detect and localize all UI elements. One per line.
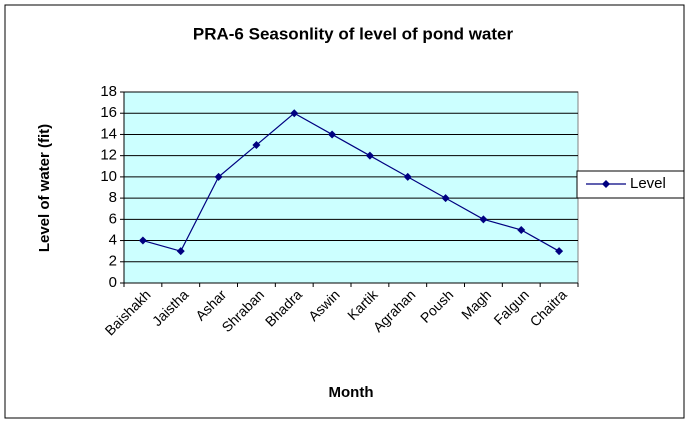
y-tick-label: 0 <box>109 274 117 291</box>
y-tick-label: 18 <box>100 83 117 100</box>
legend-label: Level <box>630 175 666 192</box>
point-marker <box>365 151 374 160</box>
point-marker <box>403 172 412 181</box>
legend-marker <box>602 180 610 188</box>
y-tick-label: 8 <box>109 189 117 206</box>
x-axis-label: Month <box>329 384 374 401</box>
point-marker <box>441 194 450 203</box>
point-marker <box>555 247 564 256</box>
point-marker <box>517 225 526 234</box>
y-tick-label: 6 <box>109 210 117 227</box>
point-marker <box>252 141 261 150</box>
point-marker <box>328 130 337 139</box>
y-tick-label: 12 <box>100 147 117 164</box>
y-tick-label: 10 <box>100 168 117 185</box>
y-tick-label: 16 <box>100 104 117 121</box>
point-marker <box>214 172 223 181</box>
point-marker <box>138 236 147 245</box>
series-line <box>142 112 560 252</box>
point-marker <box>176 247 185 256</box>
plot-area <box>123 91 579 284</box>
y-tick-label: 14 <box>100 125 117 142</box>
chart-title: PRA-6 Seasonlity of level of pond water <box>193 24 514 43</box>
y-axis-label: Level of water (fit) <box>36 124 53 252</box>
y-tick-label: 2 <box>109 253 117 270</box>
point-marker <box>479 215 488 224</box>
point-marker <box>290 109 299 118</box>
y-tick-label: 4 <box>109 232 117 249</box>
